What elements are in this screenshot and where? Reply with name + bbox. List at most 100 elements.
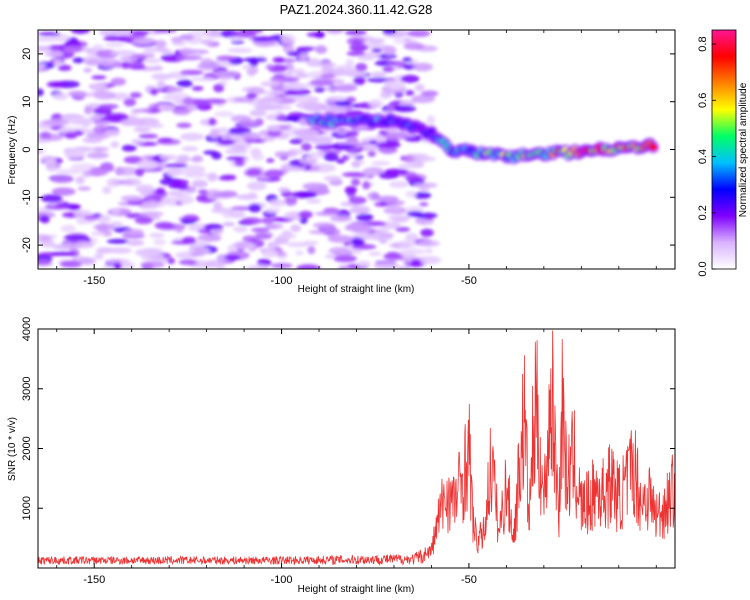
heatmap-cell <box>360 51 381 59</box>
heatmap-cell <box>351 237 365 247</box>
heatmap-cell <box>254 103 280 111</box>
heatmap-cell <box>106 238 130 244</box>
heatmap-cell <box>38 149 45 154</box>
heatmap-cell <box>412 62 433 72</box>
heatmap-cell <box>385 200 406 206</box>
heatmap-cell <box>356 213 374 222</box>
heatmap-cell <box>191 179 208 188</box>
heatmap-cell <box>370 71 387 78</box>
heatmap-cell <box>176 55 203 61</box>
heatmap-cell <box>93 125 109 134</box>
heatmap-cell <box>121 178 142 187</box>
heatmap-cell <box>266 158 275 163</box>
heatmap-cell <box>307 246 316 255</box>
heatmap-cell <box>261 249 279 258</box>
y-tick-label: 10 <box>21 96 33 108</box>
heatmap-cell <box>168 184 191 190</box>
heatmap-cell <box>320 73 336 79</box>
heatmap-cell <box>176 122 192 128</box>
heatmap-cell <box>368 140 378 145</box>
heatmap-cell <box>272 57 285 63</box>
heatmap-cell <box>413 191 432 199</box>
heatmap-cell <box>396 265 412 269</box>
x-tick-label: -150 <box>83 275 105 287</box>
heatmap-cell <box>314 211 341 216</box>
heatmap-cell <box>240 132 262 140</box>
heatmap-cell <box>38 259 52 266</box>
heatmap-cell <box>115 166 139 176</box>
heatmap-cell <box>305 154 318 162</box>
heatmap-cell <box>181 236 197 244</box>
heatmap-cell <box>126 239 145 246</box>
heatmap-cell <box>96 247 115 254</box>
heatmap-cell <box>64 148 85 157</box>
heatmap-cell <box>346 50 366 57</box>
heatmap-cell <box>93 223 116 231</box>
snr-x-label: Height of straight line (km) <box>298 584 415 595</box>
heatmap-cell <box>72 57 85 64</box>
heatmap-cell <box>306 198 322 204</box>
heatmap-cell <box>405 190 417 198</box>
heatmap-cell <box>312 222 335 229</box>
heatmap-cell <box>113 262 122 269</box>
heatmap-cell <box>230 206 253 211</box>
snr-series-line <box>38 330 675 566</box>
heatmap-cell <box>46 81 67 88</box>
colorbar-tick-label: 0.8 <box>697 36 709 51</box>
heatmap-cell <box>46 44 68 52</box>
heatmap-cell <box>287 69 306 74</box>
y-tick-label: -20 <box>21 237 33 253</box>
heatmap-cell <box>269 124 281 132</box>
heatmap-cell <box>335 247 351 254</box>
heatmap-cell <box>104 112 129 122</box>
heatmap-cell <box>63 235 89 240</box>
heatmap-cell <box>267 241 280 249</box>
heatmap-cell <box>425 249 433 253</box>
y-tick-label: 3000 <box>21 377 33 401</box>
heatmap-cell <box>196 62 219 71</box>
heatmap-cell <box>153 30 177 34</box>
heatmap-cell <box>176 79 193 88</box>
heatmap-cell <box>410 259 422 266</box>
heatmap-cell <box>280 190 293 198</box>
snr-y-label: SNR (10 * v/v) <box>7 417 18 481</box>
heatmap-cell <box>216 55 236 62</box>
heatmap-cell <box>51 243 72 250</box>
heatmap-cell <box>309 79 334 86</box>
heatmap-cell <box>367 151 376 157</box>
heatmap-cell <box>331 144 357 150</box>
heatmap-cell <box>181 146 199 152</box>
heatmap-cell <box>186 186 197 194</box>
heatmap-cell <box>73 241 95 249</box>
heatmap-cell <box>294 95 317 103</box>
heatmap-cell <box>146 123 164 129</box>
heatmap-cell <box>257 258 272 267</box>
heatmap-cell <box>173 95 183 105</box>
heatmap-cell <box>265 207 282 213</box>
heatmap-cell <box>246 181 267 191</box>
heatmap-cell <box>325 254 336 259</box>
heatmap-cell <box>249 109 267 117</box>
heatmap-cell <box>367 77 391 83</box>
heatmap-cell <box>47 166 57 172</box>
heatmap-cell <box>69 204 81 211</box>
heatmap-cell <box>40 194 63 203</box>
heatmap-cell <box>130 30 150 36</box>
heatmap-cell <box>123 98 137 107</box>
heatmap-cell <box>269 76 295 83</box>
heatmap-cell <box>70 163 97 172</box>
heatmap-cell <box>239 119 258 127</box>
heatmap-cell <box>383 132 409 140</box>
heatmap-cell <box>132 108 152 113</box>
heatmap-cell <box>246 167 262 177</box>
heatmap-cell <box>229 133 244 142</box>
heatmap-cell <box>356 260 371 268</box>
heatmap-cell <box>91 146 110 152</box>
heatmap-cell <box>248 203 262 213</box>
heatmap-cell <box>296 46 314 52</box>
heatmap-cell <box>323 175 342 182</box>
heatmap-cell <box>324 98 338 103</box>
spectrogram-x-ticks: -150 -100 -50 <box>56 30 657 287</box>
heatmap-cell <box>252 36 275 42</box>
heatmap-cell <box>400 74 420 83</box>
